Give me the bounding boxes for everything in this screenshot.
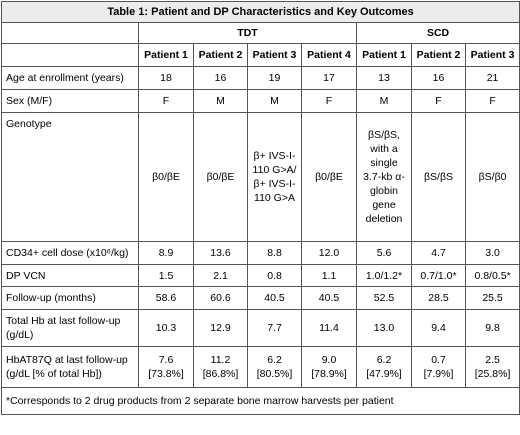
table-cell: 1.0/1.2* xyxy=(356,264,412,287)
patient-header: Patient 1 xyxy=(138,43,194,67)
table-cell: 28.5 xyxy=(411,286,466,310)
table-cell: 2.5 [25.8%] xyxy=(464,346,520,388)
patient-header: Patient 4 xyxy=(301,43,357,67)
group-header-row: TDT SCD xyxy=(1,22,520,44)
table-row: Genotype β0/βE β0/βE β+ IVS-I-110 G>A/β+… xyxy=(1,112,520,242)
table-cell: 52.5 xyxy=(356,286,412,310)
table-cell: 12.0 xyxy=(301,241,357,265)
table-cell: β0/βE xyxy=(193,112,248,242)
footnote: *Corresponds to 2 drug products from 2 s… xyxy=(0,387,520,415)
table-cell: 9.4 xyxy=(411,309,466,347)
table-cell: 5.6 xyxy=(356,241,412,265)
patient-header-row: Patient 1 Patient 2 Patient 3 Patient 4 … xyxy=(1,43,520,67)
table-row: DP VCN 1.5 2.1 0.8 1.1 1.0/1.2* 0.7/1.0*… xyxy=(1,264,520,287)
table-cell: M xyxy=(356,89,412,113)
table-cell: β0/βE xyxy=(301,112,357,242)
table-cell: 12.9 xyxy=(193,309,248,347)
table-row: Follow-up (months) 58.6 60.6 40.5 40.5 5… xyxy=(1,286,520,310)
table-cell: 8.9 xyxy=(138,241,194,265)
table-cell: 0.8 xyxy=(247,264,302,287)
row-label: DP VCN xyxy=(1,264,139,287)
row-label: CD34+ cell dose (x10⁶/kg) xyxy=(1,241,139,265)
table-cell: 1.1 xyxy=(301,264,357,287)
table-row: HbAT87Q at last follow-up (g/dL [% of to… xyxy=(1,346,520,388)
table-cell: 6.2 [80.5%] xyxy=(247,346,302,388)
characteristics-table: Table 1: Patient and DP Characteristics … xyxy=(0,1,520,415)
row-label: HbAT87Q at last follow-up (g/dL [% of to… xyxy=(1,346,139,388)
footnote-row: *Corresponds to 2 drug products from 2 s… xyxy=(0,387,520,415)
table-cell: βS/βS, with a single 3.7-kb α-globin gen… xyxy=(356,112,412,242)
table-cell: β0/βE xyxy=(138,112,194,242)
row-label: Sex (M/F) xyxy=(1,89,139,113)
table-cell: β+ IVS-I-110 G>A/β+ IVS-I-110 G>A xyxy=(247,112,302,242)
patient-header: Patient 3 xyxy=(247,43,302,67)
table-cell: 9.0 [78.9%] xyxy=(301,346,357,388)
table-cell: F xyxy=(138,89,194,113)
empty-corner-cell xyxy=(1,22,139,44)
table-cell: 25.5 xyxy=(464,286,520,310)
table-cell: 19 xyxy=(247,66,302,90)
table-cell: 16 xyxy=(193,66,248,90)
table-cell: 21 xyxy=(464,66,520,90)
table-row: Sex (M/F) F M M F M F F xyxy=(1,89,520,113)
table-cell: 40.5 xyxy=(247,286,302,310)
title-row: Table 1: Patient and DP Characteristics … xyxy=(0,1,520,23)
table-title: Table 1: Patient and DP Characteristics … xyxy=(0,1,520,23)
table-cell: 10.3 xyxy=(138,309,194,347)
table-cell: 7.7 xyxy=(247,309,302,347)
table-cell: 18 xyxy=(138,66,194,90)
table-cell: F xyxy=(411,89,466,113)
table-cell: 3.0 xyxy=(464,241,520,265)
table-cell: M xyxy=(193,89,248,113)
table-cell: 60.6 xyxy=(193,286,248,310)
patient-header: Patient 2 xyxy=(411,43,466,67)
table-cell: 8.8 xyxy=(247,241,302,265)
table-cell: 40.5 xyxy=(301,286,357,310)
group-scd: SCD xyxy=(355,22,520,44)
table-cell: M xyxy=(247,89,302,113)
patient-header: Patient 2 xyxy=(193,43,248,67)
table-cell: 16 xyxy=(411,66,466,90)
table-cell: F xyxy=(464,89,520,113)
table-cell: 13 xyxy=(356,66,412,90)
table-cell: 9.8 xyxy=(464,309,520,347)
table-cell: 17 xyxy=(301,66,357,90)
table-cell: F xyxy=(301,89,357,113)
row-label: Genotype xyxy=(1,112,139,242)
table-cell: 0.7 [7.9%] xyxy=(411,346,466,388)
table-cell: 2.1 xyxy=(193,264,248,287)
table-cell: 13.6 xyxy=(193,241,248,265)
table-row: Total Hb at last follow-up (g/dL) 10.3 1… xyxy=(1,309,520,347)
table-cell: 0.8/0.5* xyxy=(464,264,520,287)
patient-header: Patient 3 xyxy=(464,43,520,67)
row-label: Total Hb at last follow-up (g/dL) xyxy=(1,309,139,347)
table-cell: 11.4 xyxy=(301,309,357,347)
group-tdt: TDT xyxy=(138,22,357,44)
table-cell: 1.5 xyxy=(138,264,194,287)
table-row: Age at enrollment (years) 18 16 19 17 13… xyxy=(1,66,520,90)
empty-corner-cell xyxy=(1,43,139,67)
table-row: CD34+ cell dose (x10⁶/kg) 8.9 13.6 8.8 1… xyxy=(1,241,520,265)
table-cell: βS/β0 xyxy=(464,112,520,242)
patient-header: Patient 1 xyxy=(356,43,412,67)
table-cell: βS/βS xyxy=(411,112,466,242)
table-cell: 6.2 [47.9%] xyxy=(356,346,412,388)
table-cell: 58.6 xyxy=(138,286,194,310)
table-cell: 11.2 [86.8%] xyxy=(193,346,248,388)
table-cell: 13.0 xyxy=(356,309,412,347)
row-label: Age at enrollment (years) xyxy=(1,66,139,90)
row-label: Follow-up (months) xyxy=(1,286,139,310)
table-cell: 7.6 [73.8%] xyxy=(138,346,194,388)
table-cell: 4.7 xyxy=(411,241,466,265)
table-cell: 0.7/1.0* xyxy=(411,264,466,287)
